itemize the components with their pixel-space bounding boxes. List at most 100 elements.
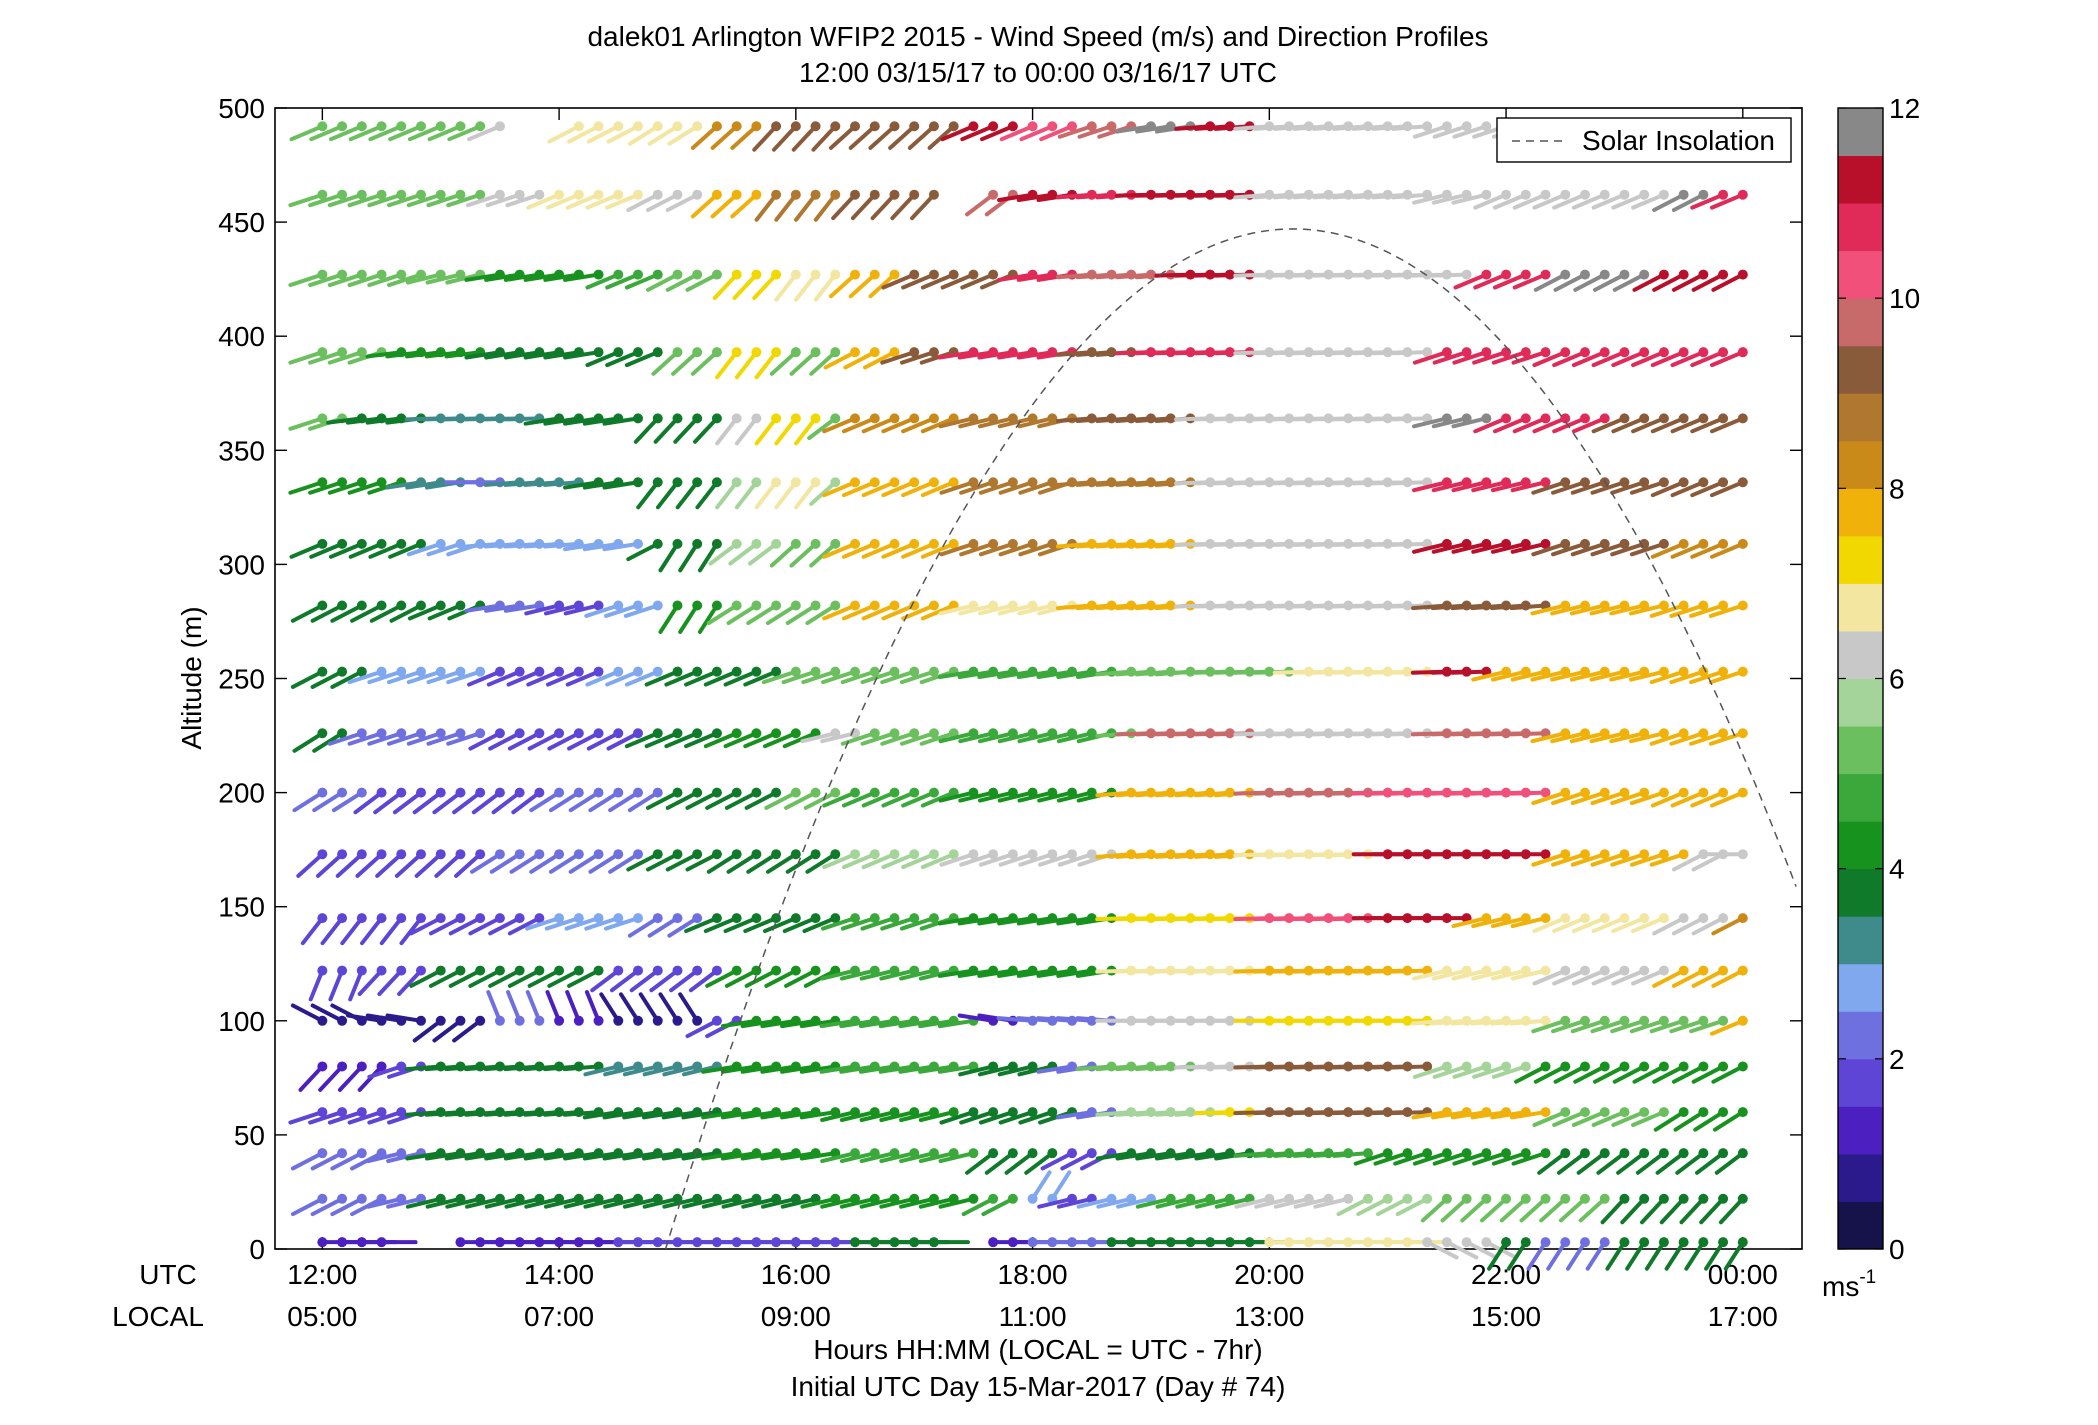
- colorbar-segment: [1838, 773, 1883, 822]
- barb-shaft: [1709, 1018, 1745, 1036]
- barb-head: [1658, 1107, 1669, 1118]
- barb-head: [1067, 1237, 1078, 1248]
- barb-shaft: [705, 968, 739, 988]
- barb-head: [494, 965, 505, 976]
- barb-head: [1619, 413, 1630, 424]
- barb-shaft: [839, 1018, 877, 1029]
- barb-head: [711, 600, 722, 611]
- barb-shaft: [619, 992, 641, 1023]
- x-tick-label-local: 15:00: [1471, 1301, 1541, 1332]
- barb-head: [415, 787, 426, 798]
- barb-head: [692, 121, 703, 132]
- wind-barb: [1461, 1237, 1499, 1260]
- barb-head: [317, 121, 328, 132]
- barb-head: [514, 913, 525, 924]
- barb-head: [1441, 1148, 1452, 1159]
- barb-head: [1698, 1061, 1709, 1072]
- barb-shaft: [685, 1018, 719, 1039]
- barb-head: [968, 1193, 979, 1204]
- barb-head: [1461, 1237, 1472, 1248]
- barb-head: [475, 121, 486, 132]
- barb-head: [1678, 347, 1689, 358]
- barb-shaft: [1412, 968, 1449, 981]
- barb-head: [337, 1061, 348, 1072]
- barb-head: [1737, 1015, 1748, 1026]
- barb-head: [1658, 347, 1669, 358]
- wind-barb: [1510, 1107, 1551, 1120]
- barb-shaft: [1452, 1064, 1489, 1079]
- barb-head: [396, 121, 407, 132]
- wind-barb: [1570, 1015, 1610, 1034]
- barb-shaft: [1412, 1151, 1449, 1166]
- wind-barb: [1664, 1237, 1689, 1271]
- barb-head: [1402, 1237, 1413, 1248]
- barb-head: [554, 189, 565, 200]
- barb-shaft: [899, 1151, 936, 1164]
- barb-shaft: [1571, 968, 1607, 986]
- barb-head: [455, 965, 466, 976]
- barb-head: [1540, 1148, 1551, 1159]
- barb-shaft: [1605, 1240, 1627, 1271]
- barb-head: [514, 728, 525, 739]
- barb-shaft: [1393, 1151, 1430, 1166]
- barb-head: [356, 965, 367, 976]
- barb-head: [1619, 1193, 1630, 1204]
- barb-shaft: [740, 1110, 779, 1120]
- barb-head: [850, 269, 861, 280]
- barb-head: [1441, 1193, 1452, 1204]
- barb-head: [751, 849, 762, 860]
- barb-head: [731, 347, 742, 358]
- y-axis: 0 50 100 150 200 250 300 350 400 450 500: [218, 93, 1802, 1265]
- barb-shaft: [997, 968, 1035, 978]
- barb-shaft: [720, 1018, 759, 1029]
- barb-head: [1698, 1015, 1709, 1026]
- barb-shaft: [658, 992, 680, 1023]
- barb-shaft: [1659, 1196, 1686, 1225]
- barb-head: [633, 849, 644, 860]
- barb-head: [830, 477, 841, 488]
- barb-head: [652, 269, 663, 280]
- barb-head: [317, 849, 328, 860]
- barb-head: [692, 965, 703, 976]
- barb-head: [1441, 1061, 1452, 1072]
- barb-head: [948, 121, 959, 132]
- barb-head: [613, 1237, 624, 1248]
- wind-barb: [1659, 1193, 1689, 1225]
- barb-shaft: [918, 1064, 956, 1074]
- x-tick-label-utc: 20:00: [1234, 1259, 1304, 1290]
- barb-shaft: [1050, 1170, 1072, 1201]
- barb-head: [1718, 1193, 1729, 1204]
- barb-head: [633, 965, 644, 976]
- barb-shaft: [1336, 1196, 1370, 1217]
- barb-head: [909, 538, 920, 549]
- barb-shaft: [1551, 1018, 1587, 1034]
- barb-shaft: [682, 1064, 719, 1077]
- barb-shaft: [859, 1151, 897, 1164]
- barb-head: [613, 347, 624, 358]
- barb-shaft: [720, 1064, 759, 1074]
- barb-head: [514, 849, 525, 860]
- barb-head: [1481, 269, 1492, 280]
- barb-head: [1639, 1148, 1650, 1159]
- barb-shaft: [1214, 1196, 1252, 1209]
- barb-head: [633, 538, 644, 549]
- barb-shaft: [959, 1110, 996, 1125]
- barb-shaft: [1030, 1170, 1052, 1201]
- barb-head: [751, 666, 762, 677]
- wind-barb: [1018, 1107, 1058, 1125]
- barb-head: [613, 965, 624, 976]
- barb-shaft: [1655, 1151, 1686, 1175]
- barb-head: [1422, 1061, 1433, 1072]
- barb-head: [1718, 1148, 1729, 1159]
- barb-shaft: [879, 1196, 917, 1209]
- barb-shaft: [1234, 1196, 1272, 1209]
- wind-barb: [1373, 1148, 1413, 1166]
- y-tick-label: 500: [218, 93, 265, 124]
- barb-head: [751, 477, 762, 488]
- wind-barb: [1531, 1015, 1571, 1034]
- barb-head: [731, 413, 742, 424]
- barb-head: [1165, 1237, 1176, 1248]
- wind-barb: [376, 1237, 418, 1248]
- barb-head: [1698, 1193, 1709, 1204]
